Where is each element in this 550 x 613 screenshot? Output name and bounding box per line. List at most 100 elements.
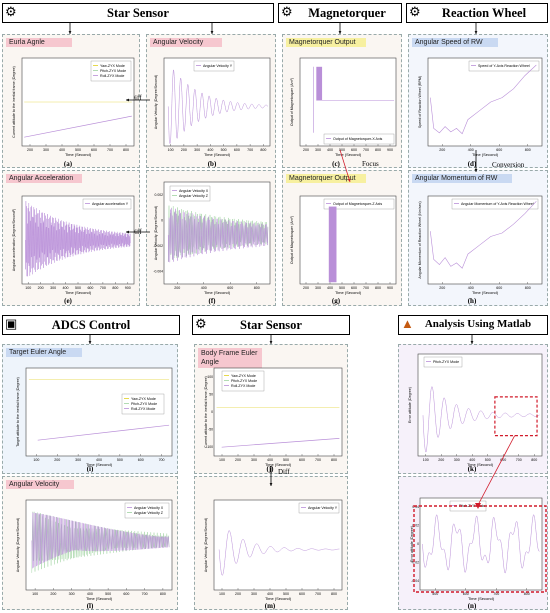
y-tick-label-n: -0.02 xyxy=(411,560,419,564)
x-tick-label-i: 300 xyxy=(75,458,81,462)
x-tick-label-m: 200 xyxy=(235,592,241,596)
x-tick-label-m: 600 xyxy=(299,592,305,596)
x-tick-label-j: 100 xyxy=(219,458,225,462)
y-axis-label-m: Angular Velocity (Degree/Second) xyxy=(204,518,208,572)
x-tick-label-k: 500 xyxy=(485,458,491,462)
header-matlab: ▲ Analysis Using Matlab xyxy=(398,315,548,335)
x-tick-label-e: 800 xyxy=(112,286,118,290)
tag-h: Angular Momentum of RW xyxy=(412,174,512,183)
series-line-k xyxy=(422,386,540,453)
x-tick-label-i: 700 xyxy=(159,458,165,462)
x-tick-label-h: 400 xyxy=(468,286,474,290)
x-tick-label-a: 200 xyxy=(27,148,33,152)
legend-entry-j: Roll-ZYX Mode xyxy=(231,384,255,388)
legend-entry-i: Roll-ZYX Mode xyxy=(131,407,155,411)
legend-box-g xyxy=(323,198,395,210)
x-tick-label-b: 100 xyxy=(168,148,174,152)
plot-area-m xyxy=(213,499,343,591)
x-tick-label-e: 500 xyxy=(75,286,81,290)
x-tick-label-g: 900 xyxy=(387,286,393,290)
legend-entry-n: Pitch-ZYX Mode xyxy=(459,504,485,508)
x-tick-label-d: 200 xyxy=(439,148,445,152)
y-tick-label-f: 0.002 xyxy=(155,193,164,197)
x-tick-label-n: 700 xyxy=(493,592,499,596)
x-tick-label-c: 800 xyxy=(375,148,381,152)
x-tick-label-j: 400 xyxy=(267,458,273,462)
x-axis-label-l: Time (Second) xyxy=(86,596,113,601)
y-tick-label-j: -50 xyxy=(208,428,213,432)
x-tick-label-j: 300 xyxy=(251,458,257,462)
x-tick-label-l: 300 xyxy=(69,592,75,596)
x-axis-label-n: Time (Second) xyxy=(468,596,495,601)
legend-entry-e: Angular acceleration Y xyxy=(92,202,129,206)
series-line-l xyxy=(31,512,170,569)
x-axis-label-f: Time (Second) xyxy=(204,290,231,295)
plot-area-n xyxy=(419,497,543,591)
header-label: Reaction Wheel xyxy=(441,6,527,20)
y-axis-label-c: Output of Magnetorquer (Am²) xyxy=(290,78,294,126)
legend-entry-a: Roll-ZYX Mode xyxy=(100,74,124,78)
x-tick-label-e: 400 xyxy=(63,286,69,290)
x-tick-label-m: 700 xyxy=(315,592,321,596)
header-reaction-wheel: ⚙ Reaction Wheel xyxy=(406,3,548,23)
arrow-label-focus: Focus xyxy=(362,160,379,168)
x-tick-label-i: 600 xyxy=(138,458,144,462)
x-tick-label-g: 600 xyxy=(351,286,357,290)
caption-g: (g) xyxy=(331,297,341,305)
y-tick-label-j: 0 xyxy=(211,410,213,414)
y-tick-label-n: 0.04 xyxy=(412,505,419,509)
legend-entry-i: Yaw-ZYX Mode xyxy=(131,397,156,401)
y-axis-label-k: Error attitude (Degree) xyxy=(408,387,412,423)
x-tick-label-a: 700 xyxy=(107,148,113,152)
x-tick-label-m: 500 xyxy=(283,592,289,596)
arrow-label-diff-3: Diff xyxy=(278,468,290,476)
x-tick-label-n: 600 xyxy=(463,592,469,596)
x-tick-label-c: 200 xyxy=(303,148,309,152)
x-tick-label-c: 600 xyxy=(351,148,357,152)
arrow-label-conversion: Conversion xyxy=(492,161,525,169)
x-tick-label-k: 200 xyxy=(438,458,444,462)
x-tick-label-k: 800 xyxy=(531,458,537,462)
x-tick-label-j: 200 xyxy=(235,458,241,462)
arrow-head-icon xyxy=(474,31,478,34)
plot-area-d xyxy=(427,57,543,147)
arrow-head-icon xyxy=(347,178,351,182)
x-tick-label-i: 100 xyxy=(33,458,39,462)
y-axis-label-d: Speed of Reaction Wheel (RPM) xyxy=(418,76,422,128)
legend-entry-a: Pitch-ZYX Mode xyxy=(100,69,126,73)
x-tick-label-l: 500 xyxy=(105,592,111,596)
arrow-head-icon xyxy=(126,230,129,234)
y-axis-label-n: Error attitude (Degree) xyxy=(410,526,414,562)
x-tick-label-m: 800 xyxy=(331,592,337,596)
y-axis-label-b: Angular Velocity (Degree/Second) xyxy=(154,75,158,129)
legend-box-b xyxy=(193,60,235,72)
legend-entry-b: Angular Velocity Y xyxy=(203,64,233,68)
legend-box-d xyxy=(468,60,540,72)
x-tick-label-e: 300 xyxy=(50,286,56,290)
arrow-head-icon xyxy=(269,341,273,344)
x-tick-label-g: 500 xyxy=(339,286,345,290)
legend-box-k xyxy=(423,356,463,368)
x-tick-label-l: 100 xyxy=(32,592,38,596)
caption-k: (k) xyxy=(467,465,477,473)
x-axis-label-b: Time (Second) xyxy=(204,152,231,157)
legend-entry-m: Angular Velocity Y xyxy=(308,506,338,510)
y-axis-label-g: Output of Magnetorquer (Am²) xyxy=(290,216,294,264)
x-tick-label-k: 100 xyxy=(423,458,429,462)
x-axis-label-m: Time (Second) xyxy=(265,596,292,601)
tag-a: Eurla Agnle xyxy=(6,38,72,47)
legend-box-f xyxy=(169,185,211,202)
x-tick-label-e: 200 xyxy=(38,286,44,290)
x-tick-label-j: 700 xyxy=(315,458,321,462)
x-tick-label-k: 300 xyxy=(454,458,460,462)
x-tick-label-e: 700 xyxy=(100,286,106,290)
arrow-label-diff-1: Diff xyxy=(130,94,142,102)
x-tick-label-h: 600 xyxy=(496,286,502,290)
header-label: Star Sensor xyxy=(240,318,302,332)
x-tick-label-k: 400 xyxy=(469,458,475,462)
x-tick-label-b: 200 xyxy=(181,148,187,152)
x-tick-label-a: 500 xyxy=(75,148,81,152)
x-tick-label-e: 900 xyxy=(125,286,131,290)
legend-box-i xyxy=(121,393,165,415)
